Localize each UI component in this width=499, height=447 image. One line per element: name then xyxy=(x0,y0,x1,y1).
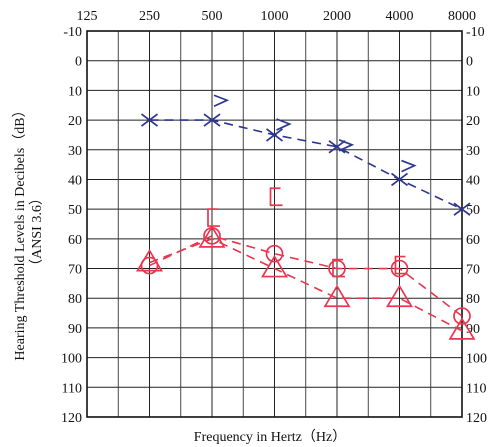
point-left_bone xyxy=(338,139,355,152)
y-tick-label-right: 90 xyxy=(466,322,480,337)
x-axis-title: Frequency in Hertz（Hz） xyxy=(194,429,346,445)
x-tick-label: 500 xyxy=(202,9,223,24)
y-tick-label-left: 70 xyxy=(68,263,82,278)
point-right_bone xyxy=(332,258,345,278)
y-tick-label-left: 50 xyxy=(68,203,82,218)
x-tick-label: 8000 xyxy=(448,9,476,24)
point-left_bone xyxy=(401,159,417,173)
x-tick-label: 2000 xyxy=(323,9,351,24)
point-left_air xyxy=(140,113,159,127)
y-tick-label-left: 10 xyxy=(68,84,82,99)
series-line-left_air xyxy=(149,119,463,210)
y-axis-subtitle: （ANSI 3.6） xyxy=(29,191,45,273)
y-tick-label-left: 100 xyxy=(61,352,82,367)
point-right_air xyxy=(265,244,284,263)
data-series xyxy=(135,94,476,340)
point-left_bone xyxy=(213,94,230,108)
point-right_masked_air xyxy=(448,317,476,340)
series-right_air xyxy=(140,227,471,325)
y-tick-label-left: -10 xyxy=(63,25,82,40)
point-left_bone xyxy=(276,118,292,131)
y-tick-label-left: 90 xyxy=(68,322,82,337)
y-tick-label-right: 30 xyxy=(466,144,480,159)
series-left_air xyxy=(140,113,471,216)
series-right_bone xyxy=(207,187,408,278)
y-tick-label-right: 20 xyxy=(466,114,480,129)
y-axis-title: Hearing Threshold Levels in Decibels（dB） xyxy=(12,103,28,360)
point-right_masked_air xyxy=(323,284,351,308)
y-tick-label-right: 80 xyxy=(466,292,480,307)
grid xyxy=(86,30,463,418)
point-right_bone xyxy=(207,208,220,227)
point-right_masked_air xyxy=(198,225,226,248)
y-tick-label-right: 40 xyxy=(466,173,480,188)
series-left_bone xyxy=(213,94,417,173)
point-left_air xyxy=(265,128,284,142)
y-tick-label-left: 110 xyxy=(62,381,82,396)
x-tick-label: 1000 xyxy=(261,9,289,24)
x-tick-label: 4000 xyxy=(386,9,414,24)
y-tick-label-left: 40 xyxy=(68,173,82,188)
y-tick-label-left: 0 xyxy=(75,55,82,70)
point-left_air xyxy=(390,172,409,187)
y-tick-label-right: 10 xyxy=(466,84,480,99)
point-right_air xyxy=(453,307,471,325)
point-left_air xyxy=(203,113,221,127)
point-right_masked_air xyxy=(135,248,164,272)
y-tick-label-left: 80 xyxy=(68,292,82,307)
y-tick-label-right: 60 xyxy=(466,233,480,248)
point-right_bone xyxy=(394,255,408,275)
x-tick-label: 250 xyxy=(139,9,160,24)
plot-frame xyxy=(86,30,463,418)
point-right_bone xyxy=(269,187,283,207)
y-tick-label-left: 60 xyxy=(68,233,82,248)
y-tick-label-right: 0 xyxy=(466,55,473,70)
point-right_air xyxy=(390,259,409,278)
series-line-right_masked_air xyxy=(149,237,463,332)
y-tick-label-left: 30 xyxy=(68,144,82,159)
series-line-right_air xyxy=(149,235,463,317)
point-left_air xyxy=(328,140,346,154)
y-tick-label-right: 100 xyxy=(466,352,487,367)
y-tick-label-right: -10 xyxy=(466,25,485,40)
point-right_masked_air xyxy=(385,284,414,308)
point-right_masked_air xyxy=(260,254,289,278)
y-tick-label-right: 70 xyxy=(466,263,480,278)
x-tick-label: 125 xyxy=(77,9,98,24)
y-tick-label-right: 110 xyxy=(466,381,486,396)
y-tick-label-left: 20 xyxy=(68,114,82,129)
point-left_air xyxy=(453,202,471,216)
y-tick-label-right: 120 xyxy=(466,411,487,426)
series-right_masked_air xyxy=(135,225,476,340)
y-tick-label-left: 120 xyxy=(61,411,82,426)
